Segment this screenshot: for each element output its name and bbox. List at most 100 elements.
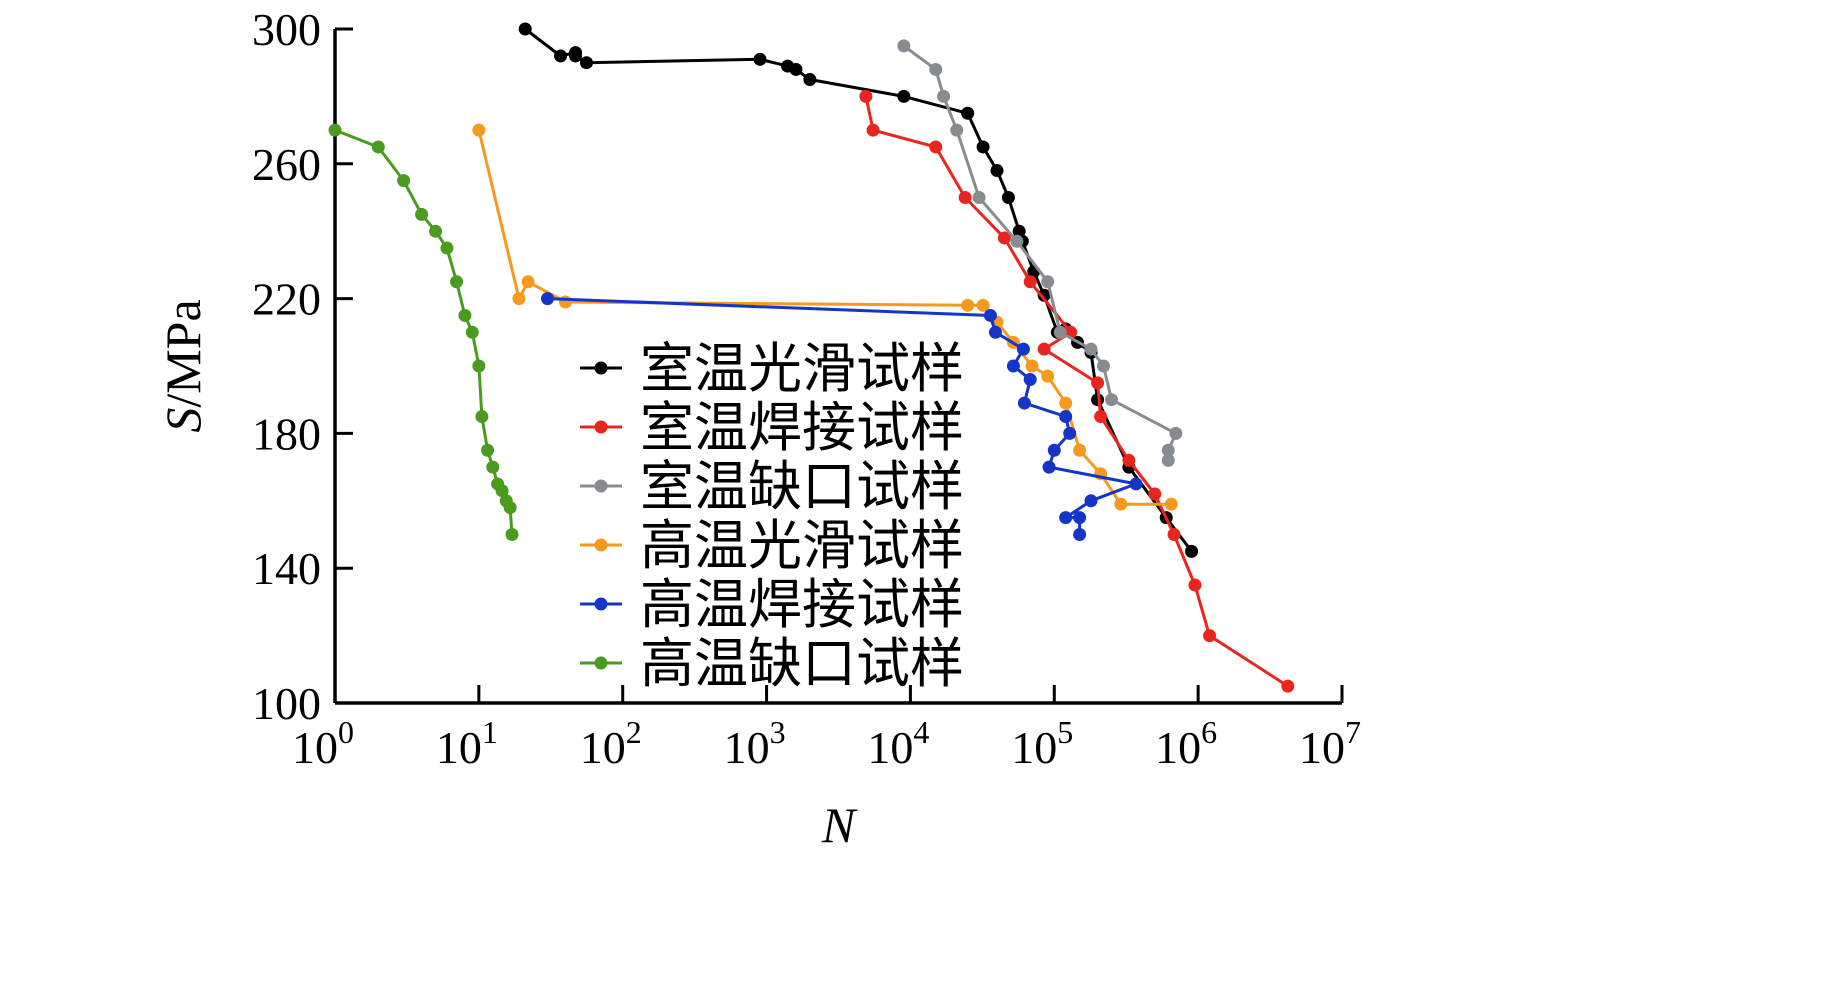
data-point [554, 49, 568, 63]
data-point [472, 123, 486, 137]
data-point [866, 123, 880, 137]
data-point [486, 460, 500, 474]
data-point [397, 174, 411, 188]
legend-item-3: 室温缺口试样 [580, 455, 964, 518]
data-point [495, 484, 509, 498]
y-tick-label: 180 [252, 408, 321, 459]
series-layer [328, 22, 1295, 693]
data-point [961, 106, 975, 120]
x-tick-label: 105 [1011, 714, 1073, 773]
data-point [1161, 443, 1175, 457]
y-tick-label: 220 [252, 274, 321, 325]
data-point [1042, 460, 1056, 474]
data-point [472, 359, 486, 373]
data-point [371, 140, 385, 154]
data-point [1023, 275, 1037, 289]
series-6 [328, 123, 519, 541]
data-point [753, 52, 767, 66]
legend-marker [594, 479, 608, 493]
data-point [803, 73, 817, 87]
data-point [1161, 453, 1175, 467]
data-point [1012, 224, 1026, 238]
legend-marker [594, 420, 608, 434]
axes: 100 101 102 103 104 105 106 107 100 140 180 220 260 3… [155, 4, 1361, 853]
data-point [503, 501, 517, 515]
data-point [897, 39, 911, 53]
data-point [518, 22, 532, 36]
data-point [1017, 396, 1031, 410]
y-tick-label: 100 [252, 678, 321, 729]
data-point [1084, 342, 1098, 356]
data-point [1037, 288, 1051, 302]
data-point [929, 62, 943, 76]
data-point [958, 191, 972, 204]
data-point [579, 56, 593, 70]
data-point [1059, 410, 1073, 424]
data-point [1001, 191, 1015, 204]
data-point [512, 292, 526, 306]
data-point [961, 298, 975, 312]
data-point [1059, 511, 1073, 525]
data-point [983, 308, 997, 322]
data-point [558, 295, 572, 309]
data-point [440, 241, 454, 255]
data-point [976, 140, 990, 154]
data-point [1037, 342, 1051, 356]
x-tick-label: 100 [292, 714, 354, 773]
data-point [450, 275, 464, 289]
legend-marker [594, 656, 608, 670]
data-point [505, 528, 519, 541]
data-point [1188, 578, 1202, 592]
data-point [540, 292, 554, 306]
y-axis-title: S/MPa [155, 299, 211, 432]
legend-label: 室温光滑试样 [640, 337, 964, 400]
y-tick-label: 300 [252, 4, 321, 55]
legend-item-4: 高温光滑试样 [580, 514, 964, 577]
data-point [1114, 497, 1128, 511]
data-point [997, 231, 1011, 245]
series-3 [897, 39, 1183, 467]
data-point [1016, 342, 1030, 356]
legend-marker [594, 538, 608, 552]
x-tick-label: 107 [1299, 714, 1361, 773]
data-point [1053, 325, 1067, 339]
data-point [415, 207, 429, 221]
legend-label: 室温焊接试样 [640, 396, 964, 459]
data-point [1122, 453, 1136, 467]
data-point [1041, 275, 1055, 289]
x-tick-label: 102 [580, 714, 642, 773]
series-line [547, 297, 1138, 535]
x-tick-label: 106 [1155, 714, 1217, 773]
data-point [1281, 679, 1295, 693]
x-tick-label: 104 [867, 714, 929, 773]
legend-item-5: 高温焊接试样 [580, 573, 964, 636]
data-point [976, 298, 990, 312]
legend-marker [594, 361, 608, 375]
data-point [789, 62, 803, 76]
data-point [1063, 426, 1077, 440]
data-point [1169, 426, 1183, 440]
data-point [1073, 528, 1087, 541]
data-point [458, 308, 472, 322]
data-point [1010, 234, 1024, 248]
x-tick-label: 103 [724, 714, 786, 773]
data-point [1105, 393, 1119, 407]
data-point [1148, 487, 1162, 501]
data-point [1047, 443, 1061, 457]
legend-marker [594, 597, 608, 611]
data-point [1041, 369, 1055, 383]
data-point [897, 89, 911, 103]
data-point [1073, 443, 1087, 457]
legend-label: 高温缺口试样 [640, 632, 964, 695]
data-point [859, 89, 873, 103]
series-line [334, 128, 514, 535]
data-point [929, 140, 943, 154]
series-line [864, 96, 1289, 688]
legend-label: 室温缺口试样 [640, 455, 964, 518]
data-point [328, 123, 342, 137]
data-point [972, 191, 986, 204]
data-point [1023, 372, 1037, 386]
data-point [1006, 359, 1020, 373]
legend-item-1: 室温光滑试样 [580, 337, 964, 400]
